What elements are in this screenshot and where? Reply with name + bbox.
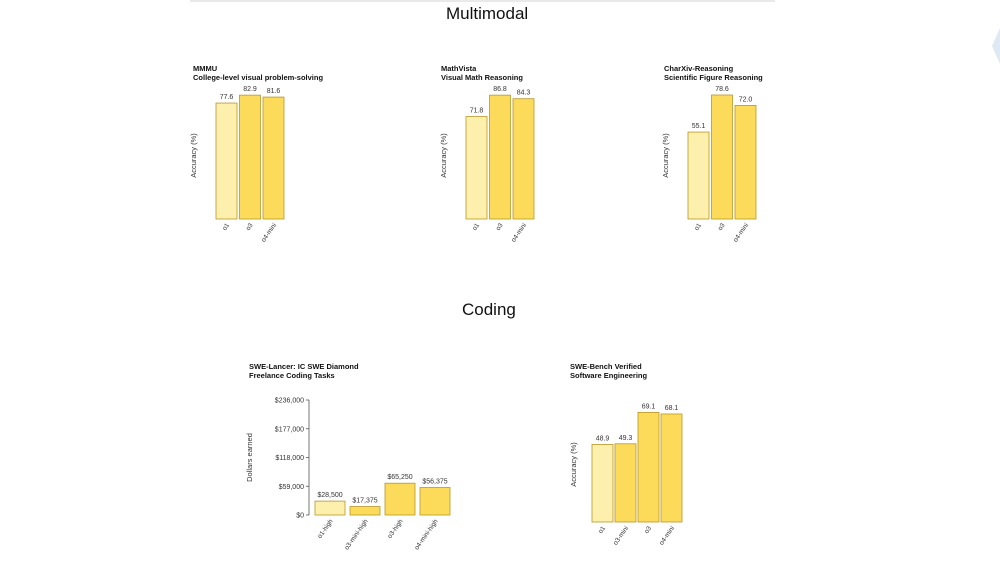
x-tick-label: o3 [717, 222, 727, 232]
x-tick-label: o4-mini-high [413, 518, 439, 552]
y-axis-label: Accuracy (%) [439, 133, 448, 178]
x-tick-label: o4-mini [510, 222, 528, 243]
bar [419, 487, 451, 516]
data-label: $17,375 [352, 498, 377, 505]
bar [660, 413, 683, 523]
y-axis-label: Dollars earned [245, 433, 254, 482]
bar [687, 131, 710, 220]
data-label: $28,500 [317, 492, 342, 499]
x-tick-label: o4-mini [658, 525, 676, 546]
data-label: 49.3 [619, 435, 633, 442]
bar [215, 102, 238, 220]
data-label: 72.0 [739, 96, 753, 103]
data-label: 86.8 [493, 86, 507, 93]
chart-swe-bench: Accuracy (%) 48.9 o1 49.3 o3-mini 69.1 o3 68.1 o… [569, 403, 683, 547]
bar [489, 94, 511, 220]
x-tick-label: o3 [245, 222, 255, 232]
chart-subtitle: Software Engineering [570, 371, 648, 380]
bar [512, 98, 535, 220]
data-label: 48.9 [596, 435, 610, 442]
x-tick-label: o1 [693, 222, 703, 232]
x-tick-label: o4-mini [732, 222, 750, 243]
chart-title-swe-bench: SWE-Bench Verified Software Engineering [570, 362, 647, 380]
x-tick-label: o1 [221, 222, 231, 232]
bar [314, 500, 346, 516]
bar [711, 94, 733, 220]
bar [465, 116, 488, 220]
x-tick-label: o1 [597, 525, 607, 535]
chart-subtitle: Freelance Coding Tasks [249, 371, 335, 380]
chart-title-swe-lancer: SWE-Lancer: IC SWE Diamond Freelance Cod… [249, 362, 359, 380]
bar [591, 444, 614, 523]
data-label: $56,375 [422, 479, 447, 486]
chart-title: SWE-Bench Verified [570, 362, 642, 371]
bar [262, 96, 285, 220]
y-axis-label: Accuracy (%) [189, 133, 198, 178]
data-label: 69.1 [642, 403, 656, 410]
chart-subtitle: Scientific Figure Reasoning [664, 73, 763, 82]
chart-title-mathvista: MathVista Visual Math Reasoning [441, 64, 523, 82]
y-tick-label: $0 [296, 513, 304, 520]
bar [614, 443, 637, 523]
section-title-coding: Coding [462, 300, 516, 319]
data-label: 82.9 [243, 86, 257, 93]
chart-mmmu: Accuracy (%) 77.6 o1 82.9 o3 81.6 o4-mini [189, 86, 285, 244]
x-tick-label: o3 [643, 525, 653, 535]
x-tick-label: o3 [495, 222, 505, 232]
data-label: 55.1 [692, 123, 706, 130]
data-label: $65,250 [387, 474, 412, 481]
x-tick-label: o3-mini [612, 525, 630, 546]
side-decoration [992, 28, 1000, 64]
y-axis-label: Accuracy (%) [661, 133, 670, 178]
y-tick-label: $177,000 [275, 426, 304, 433]
y-tick-label: $236,000 [275, 398, 304, 405]
y-axis-label: Accuracy (%) [569, 442, 578, 487]
chart-mathvista: Accuracy (%) 71.8 o1 86.8 o3 84.3 o4-mini [439, 86, 535, 244]
chart-swe-lancer: Dollars earned $0 $59,000 $118,000 $177,000 $… [245, 398, 451, 552]
chart-title: MMMU [193, 64, 218, 73]
bar [734, 105, 757, 220]
bar [239, 94, 261, 220]
chart-title: CharXiv-Reasoning [664, 64, 734, 73]
chart-title: MathVista [441, 64, 477, 73]
top-divider [190, 0, 775, 2]
data-label: 84.3 [517, 90, 531, 97]
data-label: 68.1 [665, 405, 679, 412]
x-tick-label: o1-high [316, 518, 334, 540]
chart-subtitle: Visual Math Reasoning [441, 73, 523, 82]
chart-title: SWE-Lancer: IC SWE Diamond [249, 362, 359, 371]
data-label: 78.6 [715, 86, 729, 93]
chart-subtitle: College-level visual problem-solving [193, 73, 324, 82]
chart-title-charxiv: CharXiv-Reasoning Scientific Figure Reas… [664, 64, 763, 82]
x-tick-label: o3-high [386, 518, 404, 540]
data-label: 77.6 [220, 94, 234, 101]
x-tick-label: o4-mini [260, 222, 278, 243]
bar [384, 482, 416, 516]
y-tick-label: $118,000 [275, 455, 304, 462]
chart-charxiv: Accuracy (%) 55.1 o1 78.6 o3 72.0 o4-mini [661, 86, 757, 244]
bar [349, 506, 381, 516]
chart-title-mmmu: MMMU College-level visual problem-solvin… [193, 64, 323, 82]
section-title-multimodal: Multimodal [446, 4, 529, 23]
data-label: 71.8 [470, 108, 484, 115]
y-tick-label: $59,000 [279, 484, 304, 491]
x-tick-label: o3-mini-high [343, 518, 369, 552]
x-tick-label: o1 [471, 222, 481, 232]
data-label: 81.6 [267, 88, 281, 95]
bar [637, 411, 660, 523]
